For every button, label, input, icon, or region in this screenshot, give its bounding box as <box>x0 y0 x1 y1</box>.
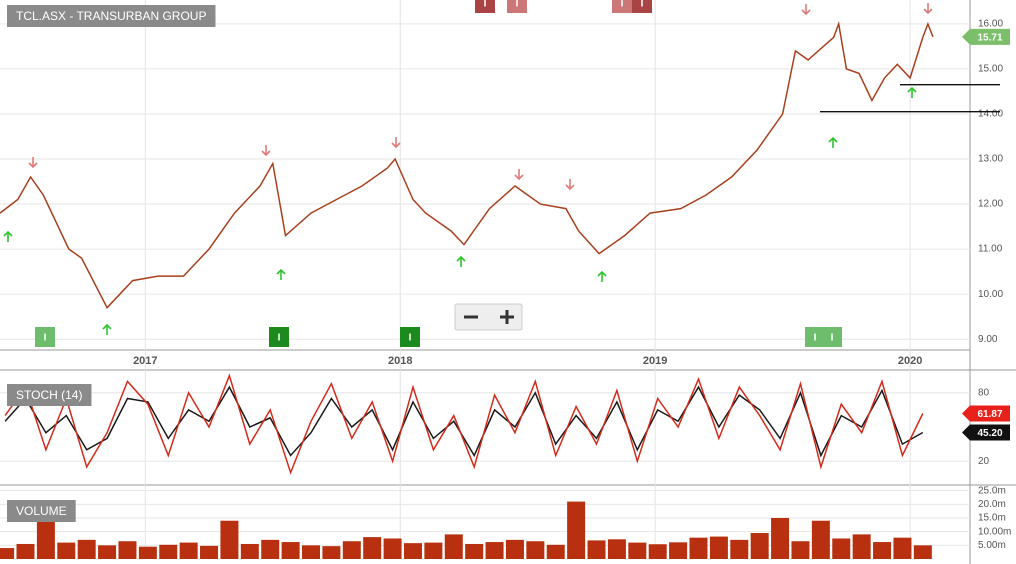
bar <box>506 540 524 559</box>
bar <box>384 538 402 559</box>
bar <box>16 544 34 559</box>
chart: 9.00 10.00 11.00 12.00 13.00 14.00 15.00 16.00 2… <box>0 0 1016 564</box>
zoom-controls[interactable] <box>455 304 522 330</box>
event-badge[interactable]: I <box>822 327 842 347</box>
y-tick-label: 16.00 <box>978 19 1003 30</box>
bar <box>914 545 932 559</box>
last-value-label: 15.71 <box>977 33 1002 44</box>
y-tick-label: 9.00 <box>978 334 998 345</box>
bar <box>404 543 422 559</box>
bar <box>445 534 463 559</box>
bar <box>893 538 911 559</box>
event-badge-label: I <box>621 0 624 10</box>
y-tick-label: 15.0m <box>978 513 1006 524</box>
bar <box>465 544 483 559</box>
bar <box>139 547 157 559</box>
event-badge-label: I <box>484 0 487 10</box>
last-value-label: 45.20 <box>977 428 1002 439</box>
bar <box>547 545 565 559</box>
event-badge-label: I <box>278 333 281 344</box>
x-tick-label: 2017 <box>133 355 157 367</box>
y-tick-label: 11.00 <box>978 244 1003 255</box>
bar <box>853 534 871 559</box>
y-tick-label: 25.0m <box>978 485 1006 496</box>
y-tick-label: 20.0m <box>978 499 1006 510</box>
y-tick-label: 12.00 <box>978 199 1003 210</box>
y-tick-label: 80 <box>978 387 990 398</box>
event-badge-label: I <box>814 333 817 344</box>
event-badge[interactable]: I <box>612 0 632 13</box>
y-tick-label: 15.00 <box>978 64 1003 75</box>
bar <box>78 540 96 559</box>
event-badge[interactable]: I <box>632 0 652 13</box>
x-tick-label: 2020 <box>898 355 922 367</box>
event-badge-label: I <box>831 333 834 344</box>
bar <box>751 533 769 559</box>
event-badge[interactable]: I <box>35 327 55 347</box>
bar <box>669 542 687 559</box>
bar <box>486 542 504 559</box>
event-badge-label: I <box>516 0 519 10</box>
bar <box>302 545 320 559</box>
y-tick-label: 14.00 <box>978 109 1003 120</box>
bar <box>690 538 708 559</box>
bar <box>649 544 667 559</box>
y-tick-label: 20 <box>978 456 990 467</box>
event-badge-label: I <box>409 333 412 344</box>
bar <box>628 543 646 559</box>
y-tick-label: 10.00m <box>978 526 1011 537</box>
bar <box>0 548 14 559</box>
bar <box>832 538 850 559</box>
y-tick-label: 5.00m <box>978 540 1006 551</box>
bar <box>567 502 585 559</box>
last-value-label: 61.87 <box>977 409 1002 420</box>
bar <box>98 545 116 559</box>
panel-title: TCL.ASX - TRANSURBAN GROUP <box>16 9 206 23</box>
bar <box>282 542 300 559</box>
event-badge-label: I <box>44 333 47 344</box>
bar <box>159 545 177 559</box>
panel-title: STOCH (14) <box>16 388 82 402</box>
y-tick-label: 13.00 <box>978 154 1003 165</box>
panel-title: VOLUME <box>16 504 67 518</box>
bar <box>526 541 544 559</box>
event-badge-label: I <box>641 0 644 10</box>
event-badge[interactable]: I <box>269 327 289 347</box>
bar <box>730 540 748 559</box>
bar <box>424 543 442 559</box>
event-badge[interactable]: I <box>507 0 527 13</box>
bar <box>608 539 626 559</box>
bar <box>363 537 381 559</box>
y-tick-label: 10.00 <box>978 289 1003 300</box>
bar <box>588 540 606 559</box>
bar <box>118 541 136 559</box>
bar <box>710 537 728 559</box>
page: 9.00 10.00 11.00 12.00 13.00 14.00 15.00 16.00 2… <box>0 0 1016 564</box>
bar <box>343 541 361 559</box>
bar <box>791 541 809 559</box>
bar <box>200 546 218 559</box>
bar <box>873 542 891 559</box>
event-badge[interactable]: I <box>475 0 495 13</box>
event-badge[interactable]: I <box>400 327 420 347</box>
bar <box>812 521 830 559</box>
bar <box>771 518 789 559</box>
bar <box>261 540 279 559</box>
bar <box>322 546 340 559</box>
bar <box>241 544 259 559</box>
bar <box>57 543 75 559</box>
x-tick-label: 2018 <box>388 355 412 367</box>
x-tick-label: 2019 <box>643 355 667 367</box>
bar <box>220 521 238 559</box>
bar <box>180 543 198 559</box>
